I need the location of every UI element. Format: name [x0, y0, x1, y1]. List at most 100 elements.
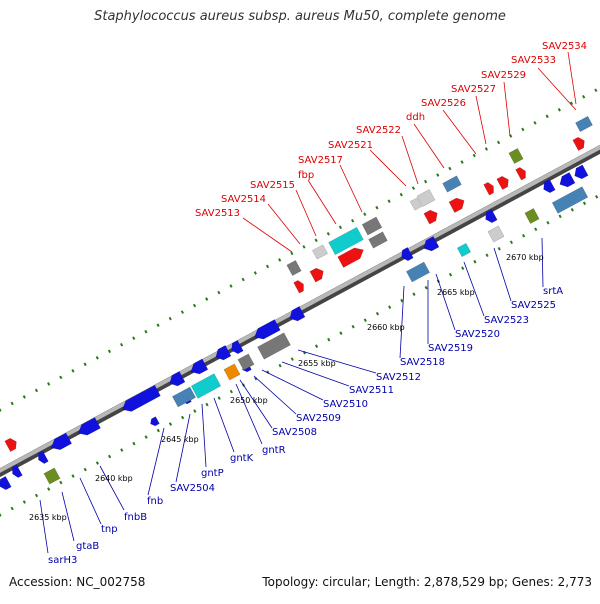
- gene-reverse: [50, 432, 72, 450]
- callout-line-bottom: [261, 369, 324, 401]
- tick-mark-upper: [557, 108, 561, 112]
- gene-gray: [257, 332, 291, 360]
- callout-line-top: [503, 81, 511, 137]
- tick-mark-upper: [253, 271, 257, 275]
- gene-steel: [172, 386, 196, 408]
- gene-label-fnb: fnb: [147, 496, 163, 507]
- gene-label-SAV2508: SAV2508: [272, 427, 317, 438]
- gene-gray: [286, 260, 302, 276]
- gene-label-ddh: ddh: [406, 112, 425, 123]
- scale-label-2670: 2670 kbp: [506, 253, 544, 262]
- scale-labels: 2635 kbp 2640 kbp 2645 kbp 2650 kbp 2655…: [29, 253, 544, 522]
- gene-label-SAV2533: SAV2533: [511, 55, 556, 66]
- tick-mark-lower: [448, 272, 453, 277]
- tick-mark-lower: [22, 500, 26, 504]
- tick-mark-lower: [71, 474, 75, 478]
- callout-line-top: [475, 95, 487, 145]
- tick-mark-upper: [0, 408, 2, 412]
- gene-label-SAV2526: SAV2526: [421, 98, 466, 109]
- tick-mark-lower: [0, 513, 2, 517]
- tick-mark-upper: [290, 251, 294, 256]
- gene-reverse: [215, 345, 232, 361]
- gene-reverse: [543, 179, 556, 194]
- gene-gray: [237, 353, 255, 371]
- callout-line-top: [369, 149, 407, 187]
- callout-line-bottom: [79, 477, 102, 525]
- tick-mark-lower: [363, 318, 367, 322]
- callout-line-bottom: [463, 261, 485, 317]
- scale-label-2640: 2640 kbp: [95, 474, 133, 483]
- callout-line-top: [339, 164, 363, 213]
- callout-line-bottom: [541, 237, 544, 288]
- features-layer: [0, 115, 593, 491]
- tick-mark-lower: [509, 240, 514, 245]
- tick-mark-lower: [107, 454, 112, 459]
- tick-mark-lower: [217, 396, 221, 400]
- gene-label-sarH3: sarH3: [48, 555, 77, 566]
- gene-light-gray: [312, 244, 328, 260]
- callout-line-bottom: [235, 383, 263, 445]
- tick-mark-lower: [534, 227, 538, 232]
- callout-line-bottom: [147, 427, 165, 496]
- tick-mark-upper: [436, 173, 440, 177]
- gene-label-SAV2525: SAV2525: [511, 300, 556, 311]
- gene-gray: [368, 231, 388, 249]
- tick-mark-upper: [192, 303, 197, 308]
- gene-label-SAV2504: SAV2504: [170, 483, 215, 494]
- callout-line-top: [413, 123, 445, 169]
- gene-reverse: [122, 384, 161, 412]
- gene-forward: [448, 197, 465, 213]
- bottom-strand-labels: sarH3 gtaB tnp fnbB fnb SAV2504 gntP gnt…: [48, 286, 563, 566]
- gene-reverse: [485, 209, 498, 224]
- gene-gray: [361, 216, 383, 236]
- tick-mark-lower: [327, 337, 331, 342]
- gene-reverse: [559, 172, 576, 188]
- tick-mark-upper: [217, 290, 221, 295]
- scale-label-2635: 2635 kbp: [29, 513, 67, 522]
- gene-light-gray: [409, 197, 423, 211]
- gene-olive: [524, 208, 540, 224]
- gene-label-SAV2534: SAV2534: [542, 41, 587, 52]
- tick-mark-lower: [95, 461, 100, 465]
- gene-label-fnbB: fnbB: [124, 512, 147, 523]
- gene-label-SAV2519: SAV2519: [428, 343, 473, 354]
- callout-line-top: [442, 109, 477, 155]
- callout-line-bottom: [493, 247, 512, 302]
- gene-cyan: [328, 226, 364, 256]
- tick-mark-upper: [484, 147, 488, 151]
- tick-mark-upper: [423, 179, 428, 184]
- tick-mark-lower: [168, 422, 173, 426]
- tick-mark-lower: [570, 207, 574, 212]
- tick-mark-lower: [229, 389, 233, 394]
- tick-mark-upper: [132, 336, 136, 341]
- gene-reverse: [38, 450, 49, 464]
- gene-forward: [423, 209, 438, 225]
- gene-forward: [309, 267, 324, 283]
- tick-mark-upper: [387, 199, 391, 203]
- gene-orange: [223, 363, 241, 381]
- tick-mark-lower: [278, 363, 282, 368]
- tick-mark-lower: [521, 233, 526, 238]
- gene-label-SAV2515: SAV2515: [250, 180, 295, 191]
- callout-line-bottom: [253, 375, 297, 415]
- tick-mark-upper: [22, 395, 26, 399]
- tick-mark-lower: [595, 194, 599, 199]
- tick-mark-lower: [388, 305, 392, 309]
- accession-label: Accession: NC_002758: [9, 575, 146, 589]
- gene-reverse: [423, 236, 440, 252]
- gene-reverse: [169, 371, 186, 387]
- tick-mark-upper: [229, 284, 233, 288]
- gene-label-SAV2512: SAV2512: [376, 372, 421, 383]
- gene-reverse: [190, 358, 209, 375]
- gene-cyan: [190, 373, 222, 399]
- tick-mark-lower: [473, 259, 477, 264]
- gene-reverse: [231, 340, 244, 355]
- gene-label-SAV2517: SAV2517: [298, 155, 343, 166]
- callout-line-top: [537, 67, 577, 111]
- tick-tracks: [0, 88, 599, 517]
- gene-olive: [508, 148, 524, 164]
- callout-line-bottom: [175, 413, 191, 483]
- tick-mark-upper: [545, 114, 549, 119]
- callout-line-bottom: [239, 379, 273, 429]
- gene-label-SAV2509: SAV2509: [296, 413, 341, 424]
